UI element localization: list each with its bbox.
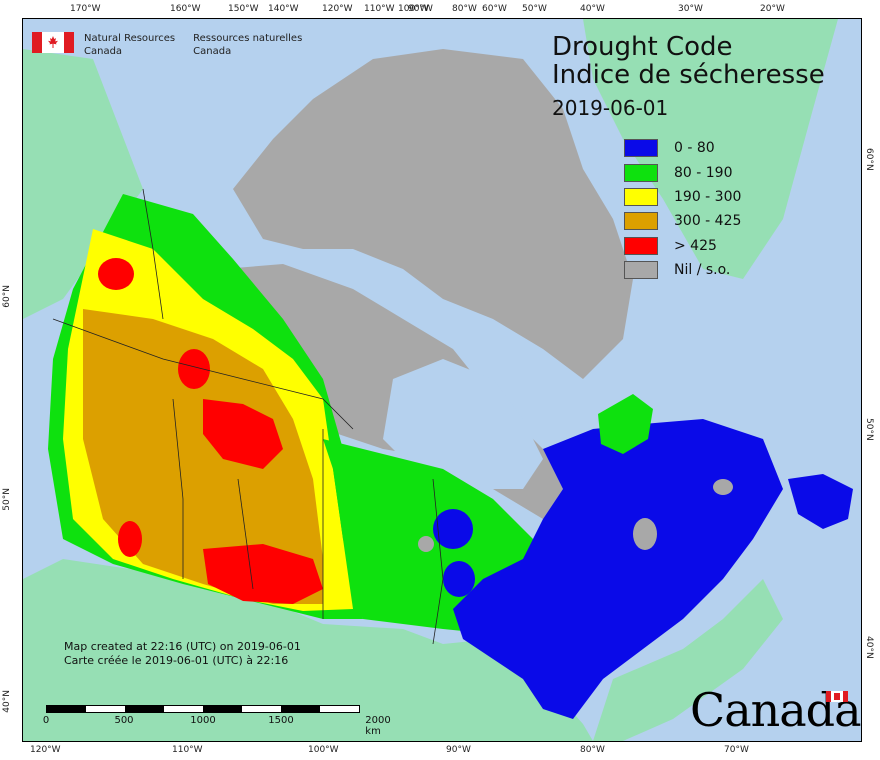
tick-label: 90°W <box>408 4 433 14</box>
legend-label: 80 - 190 <box>674 164 733 181</box>
legend-label: 300 - 425 <box>674 213 742 230</box>
scale-bar-graphic <box>46 705 360 713</box>
scale-label: 2000 km <box>365 715 391 737</box>
title-french: Indice de sécheresse <box>552 60 825 90</box>
scale-label: 1000 <box>190 715 216 726</box>
drought-map: 170°W 160°W 150°W 140°W 120°W 110°W 100°… <box>22 18 862 742</box>
scale-label: 500 <box>114 715 134 726</box>
scale-labels: 0 500 1000 1500 2000 km <box>42 713 391 737</box>
newfoundland-blue <box>788 474 853 529</box>
east-blue-zone <box>453 419 783 719</box>
tick-label: 40°W <box>580 4 605 14</box>
legend-item: 300 - 425 <box>624 209 741 233</box>
nil-lakes <box>418 479 733 552</box>
canada-flag-icon <box>32 32 74 53</box>
tick-label: 150°W <box>228 4 259 14</box>
legend-swatch <box>624 261 658 280</box>
legend-label: 0 - 80 <box>674 140 715 157</box>
tick-label: 140°W <box>268 4 299 14</box>
agency-en-line1: Natural Resources <box>84 33 176 44</box>
graticule-bottom-labels: 120°W 110°W 100°W 90°W 80°W 70°W <box>0 745 880 759</box>
usa-land <box>23 559 593 741</box>
labrador-green <box>598 394 653 454</box>
tick-label: 60°N <box>864 148 874 171</box>
credit-french: Carte créée le 2019-06-01 (UTC) à 22:16 <box>64 654 289 667</box>
legend-swatch <box>624 163 658 182</box>
red-zone-north <box>203 399 283 469</box>
agency-en-line2: Canada <box>84 46 123 57</box>
tick-label: 80°W <box>452 4 477 14</box>
graticule-left-labels: 60°N 50°N 40°N <box>2 0 20 760</box>
tick-label: 40°N <box>864 636 874 659</box>
agency-fr-line2: Canada <box>193 46 232 57</box>
tick-label: 100°W <box>308 745 339 755</box>
tick-label: 50°W <box>522 4 547 14</box>
graticule-right-labels: 60°N 50°N 40°N <box>864 0 880 760</box>
alaska-land <box>23 49 143 319</box>
legend: 0 - 80 80 - 190 190 - 300 300 - 425 > 425 Nil… <box>624 136 741 282</box>
ontario-blue-spots <box>433 509 475 597</box>
tick-label: 80°W <box>580 745 605 755</box>
tick-label: 60°N <box>2 285 12 308</box>
provincial-borders <box>52 188 444 645</box>
wordmark-flag-icon <box>826 691 848 702</box>
tick-label: 40°N <box>2 690 12 713</box>
legend-label: 190 - 300 <box>674 188 742 205</box>
tick-label: 120°W <box>30 745 61 755</box>
map-date: 2019-06-01 <box>552 96 669 120</box>
agency-name-en: Natural Resources Canada <box>84 32 175 58</box>
title-english: Drought Code <box>552 32 733 62</box>
credit-english: Map created at 22:16 (UTC) on 2019-06-01 <box>64 640 301 653</box>
legend-swatch <box>624 187 658 206</box>
red-spot-1 <box>98 258 134 290</box>
tick-label: 110°W <box>172 745 203 755</box>
tick-label: 120°W <box>322 4 353 14</box>
map-title: Drought Code Indice de sécheresse 2019-0… <box>552 33 825 121</box>
tick-label: 90°W <box>446 745 471 755</box>
legend-item: 80 - 190 <box>624 160 741 184</box>
legend-swatch <box>624 236 658 255</box>
tick-label: 60°W <box>482 4 507 14</box>
red-spot-3 <box>118 521 142 557</box>
map-credits: Map created at 22:16 (UTC) on 2019-06-01… <box>64 640 301 668</box>
legend-item: 190 - 300 <box>624 185 741 209</box>
legend-swatch <box>624 212 658 231</box>
arctic-islands <box>233 49 633 379</box>
legend-label: Nil / s.o. <box>674 262 731 279</box>
legend-label: > 425 <box>674 237 717 254</box>
tick-label: 30°W <box>678 4 703 14</box>
hudson-bay <box>383 359 543 489</box>
map-canvas: 170°W 160°W 150°W 140°W 120°W 110°W 100°… <box>23 19 853 741</box>
tick-label: 100°W <box>398 4 429 14</box>
tick-label: 70°W <box>724 745 749 755</box>
graticule-top-labels: 170°W 160°W 150°W 140°W 120°W 110°W 100°… <box>0 4 880 18</box>
northeast-us-land <box>593 579 783 741</box>
legend-item: Nil / s.o. <box>624 258 741 282</box>
tick-label: 20°W <box>760 4 785 14</box>
nrcan-signature: Natural Resources Canada Ressources natu… <box>32 32 302 58</box>
legend-swatch <box>624 139 658 158</box>
tick-label: 170°W <box>70 4 101 14</box>
tick-label: 160°W <box>170 4 201 14</box>
red-zone-south <box>203 544 323 604</box>
scale-label: 1500 <box>268 715 294 726</box>
agency-fr-line1: Ressources naturelles <box>193 33 303 44</box>
tick-label: 50°N <box>2 488 12 511</box>
agency-name-fr: Ressources naturelles Canada <box>193 32 302 58</box>
legend-item: 0 - 80 <box>624 136 741 160</box>
greenland-land <box>583 19 838 279</box>
tick-label: 110°W <box>364 4 395 14</box>
legend-item: > 425 <box>624 234 741 258</box>
red-spot-2 <box>178 349 210 389</box>
scale-bar: 0 500 1000 1500 2000 km <box>42 705 391 737</box>
scale-label: 0 <box>42 715 50 726</box>
tick-label: 50°N <box>864 418 874 441</box>
west-orange-zone <box>83 309 323 604</box>
